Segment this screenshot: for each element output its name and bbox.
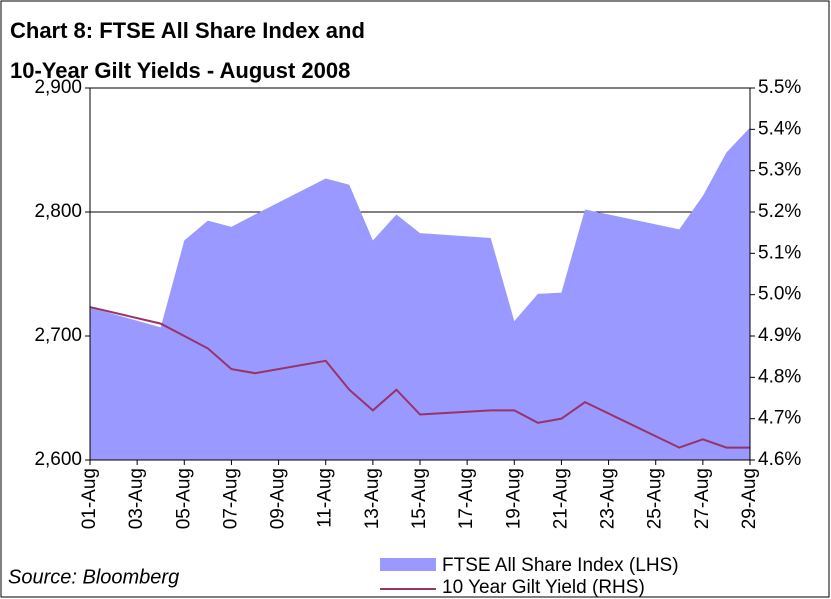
y2-tick-label: 4.9% [758,325,801,346]
y2-tick-label: 5.1% [758,242,801,263]
x-tick-label: 15-Aug [409,468,430,529]
y2-tick-label: 4.7% [758,408,801,429]
x-tick-label: 13-Aug [362,468,383,529]
y2-tick-label: 5.2% [758,201,801,222]
x-tick-label: 19-Aug [503,468,524,529]
x-tick-label: 03-Aug [126,468,147,529]
y2-tick-label: 5.5% [758,77,801,98]
y-tick-label: 2,600 [34,449,82,470]
chart-subtitle: 10-Year Gilt Yields - August 2008 [10,58,350,83]
x-tick-label: 11-Aug [315,468,336,528]
legend-label: FTSE All Share Index (LHS) [442,555,679,576]
y-tick-label: 2,800 [34,201,82,222]
x-tick-label: 29-Aug [739,468,760,529]
x-tick-label: 27-Aug [692,468,713,529]
x-tick-label: 17-Aug [456,468,477,529]
y2-tick-label: 5.3% [758,160,801,181]
x-tick-label: 25-Aug [645,468,666,529]
x-tick-label: 09-Aug [268,468,289,529]
y-tick-label: 2,700 [34,325,82,346]
ftse-area [90,127,750,461]
x-tick-label: 01-Aug [79,468,100,529]
chart-title: Chart 8: FTSE All Share Index and [10,18,365,43]
x-tick-label: 23-Aug [598,468,619,529]
x-tick-label: 21-Aug [550,468,571,529]
source-note: Source: Bloomberg [8,566,179,588]
y2-tick-label: 5.0% [758,284,801,305]
y2-tick-label: 4.8% [758,366,801,387]
x-tick-label: 07-Aug [220,468,241,529]
y2-tick-label: 5.4% [758,118,801,139]
y2-tick-label: 4.6% [758,449,801,470]
legend-swatch [380,558,436,571]
x-tick-label: 05-Aug [173,468,194,529]
legend-label: 10 Year Gilt Yield (RHS) [442,577,645,598]
y-tick-label: 2,900 [34,77,82,98]
gilt-line [89,306,750,449]
